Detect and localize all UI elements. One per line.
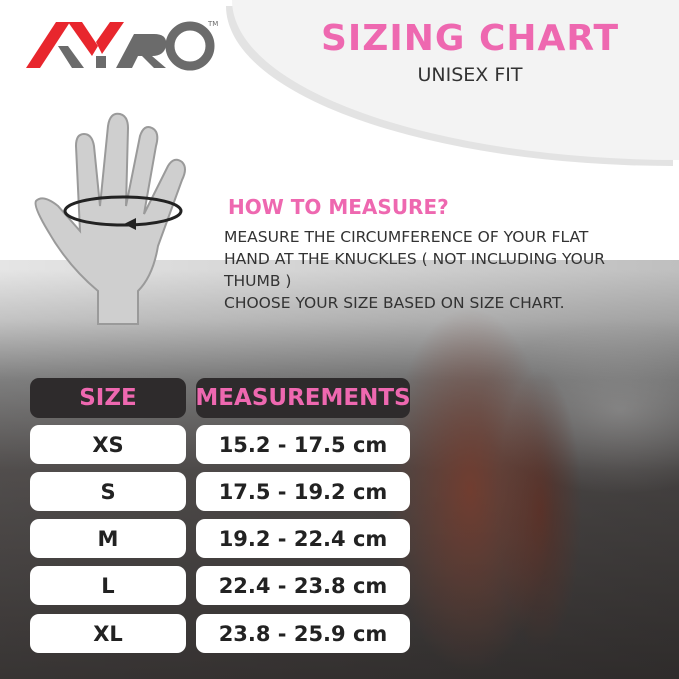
measurement-cell: 23.8 - 25.9 cm [196,614,410,653]
measurement-cell: 22.4 - 23.8 cm [196,566,410,605]
size-cell: L [30,566,186,605]
instruction-line: MEASURE THE CIRCUMFERENCE OF YOUR FLAT [224,228,589,246]
size-cell: S [30,472,186,511]
instruction-line: HAND AT THE KNUCKLES ( NOT INCLUDING YOU… [224,250,605,268]
gym-background-photo [0,260,679,679]
instruction-line: THUMB ) [224,272,292,290]
size-cell: M [30,519,186,558]
trademark: TM [207,20,218,28]
page-subtitle: UNISEX FIT [417,64,523,86]
instruction-line: CHOOSE YOUR SIZE BASED ON SIZE CHART. [224,294,565,312]
how-to-measure-text: MEASURE THE CIRCUMFERENCE OF YOUR FLAT H… [224,226,669,314]
size-cell: XS [30,425,186,464]
measurement-cell: 17.5 - 19.2 cm [196,472,410,511]
ayro-logo: TM [26,20,218,71]
hand-measure-illustration [34,112,186,325]
header-size: SIZE [30,378,186,418]
how-to-measure-heading: HOW TO MEASURE? [228,195,449,219]
header-measurements: MEASUREMENTS [195,378,411,418]
page-title: SIZING CHART [320,18,620,59]
size-cell: XL [30,614,186,653]
measurement-cell: 15.2 - 17.5 cm [196,425,410,464]
measurement-cell: 19.2 - 22.4 cm [196,519,410,558]
